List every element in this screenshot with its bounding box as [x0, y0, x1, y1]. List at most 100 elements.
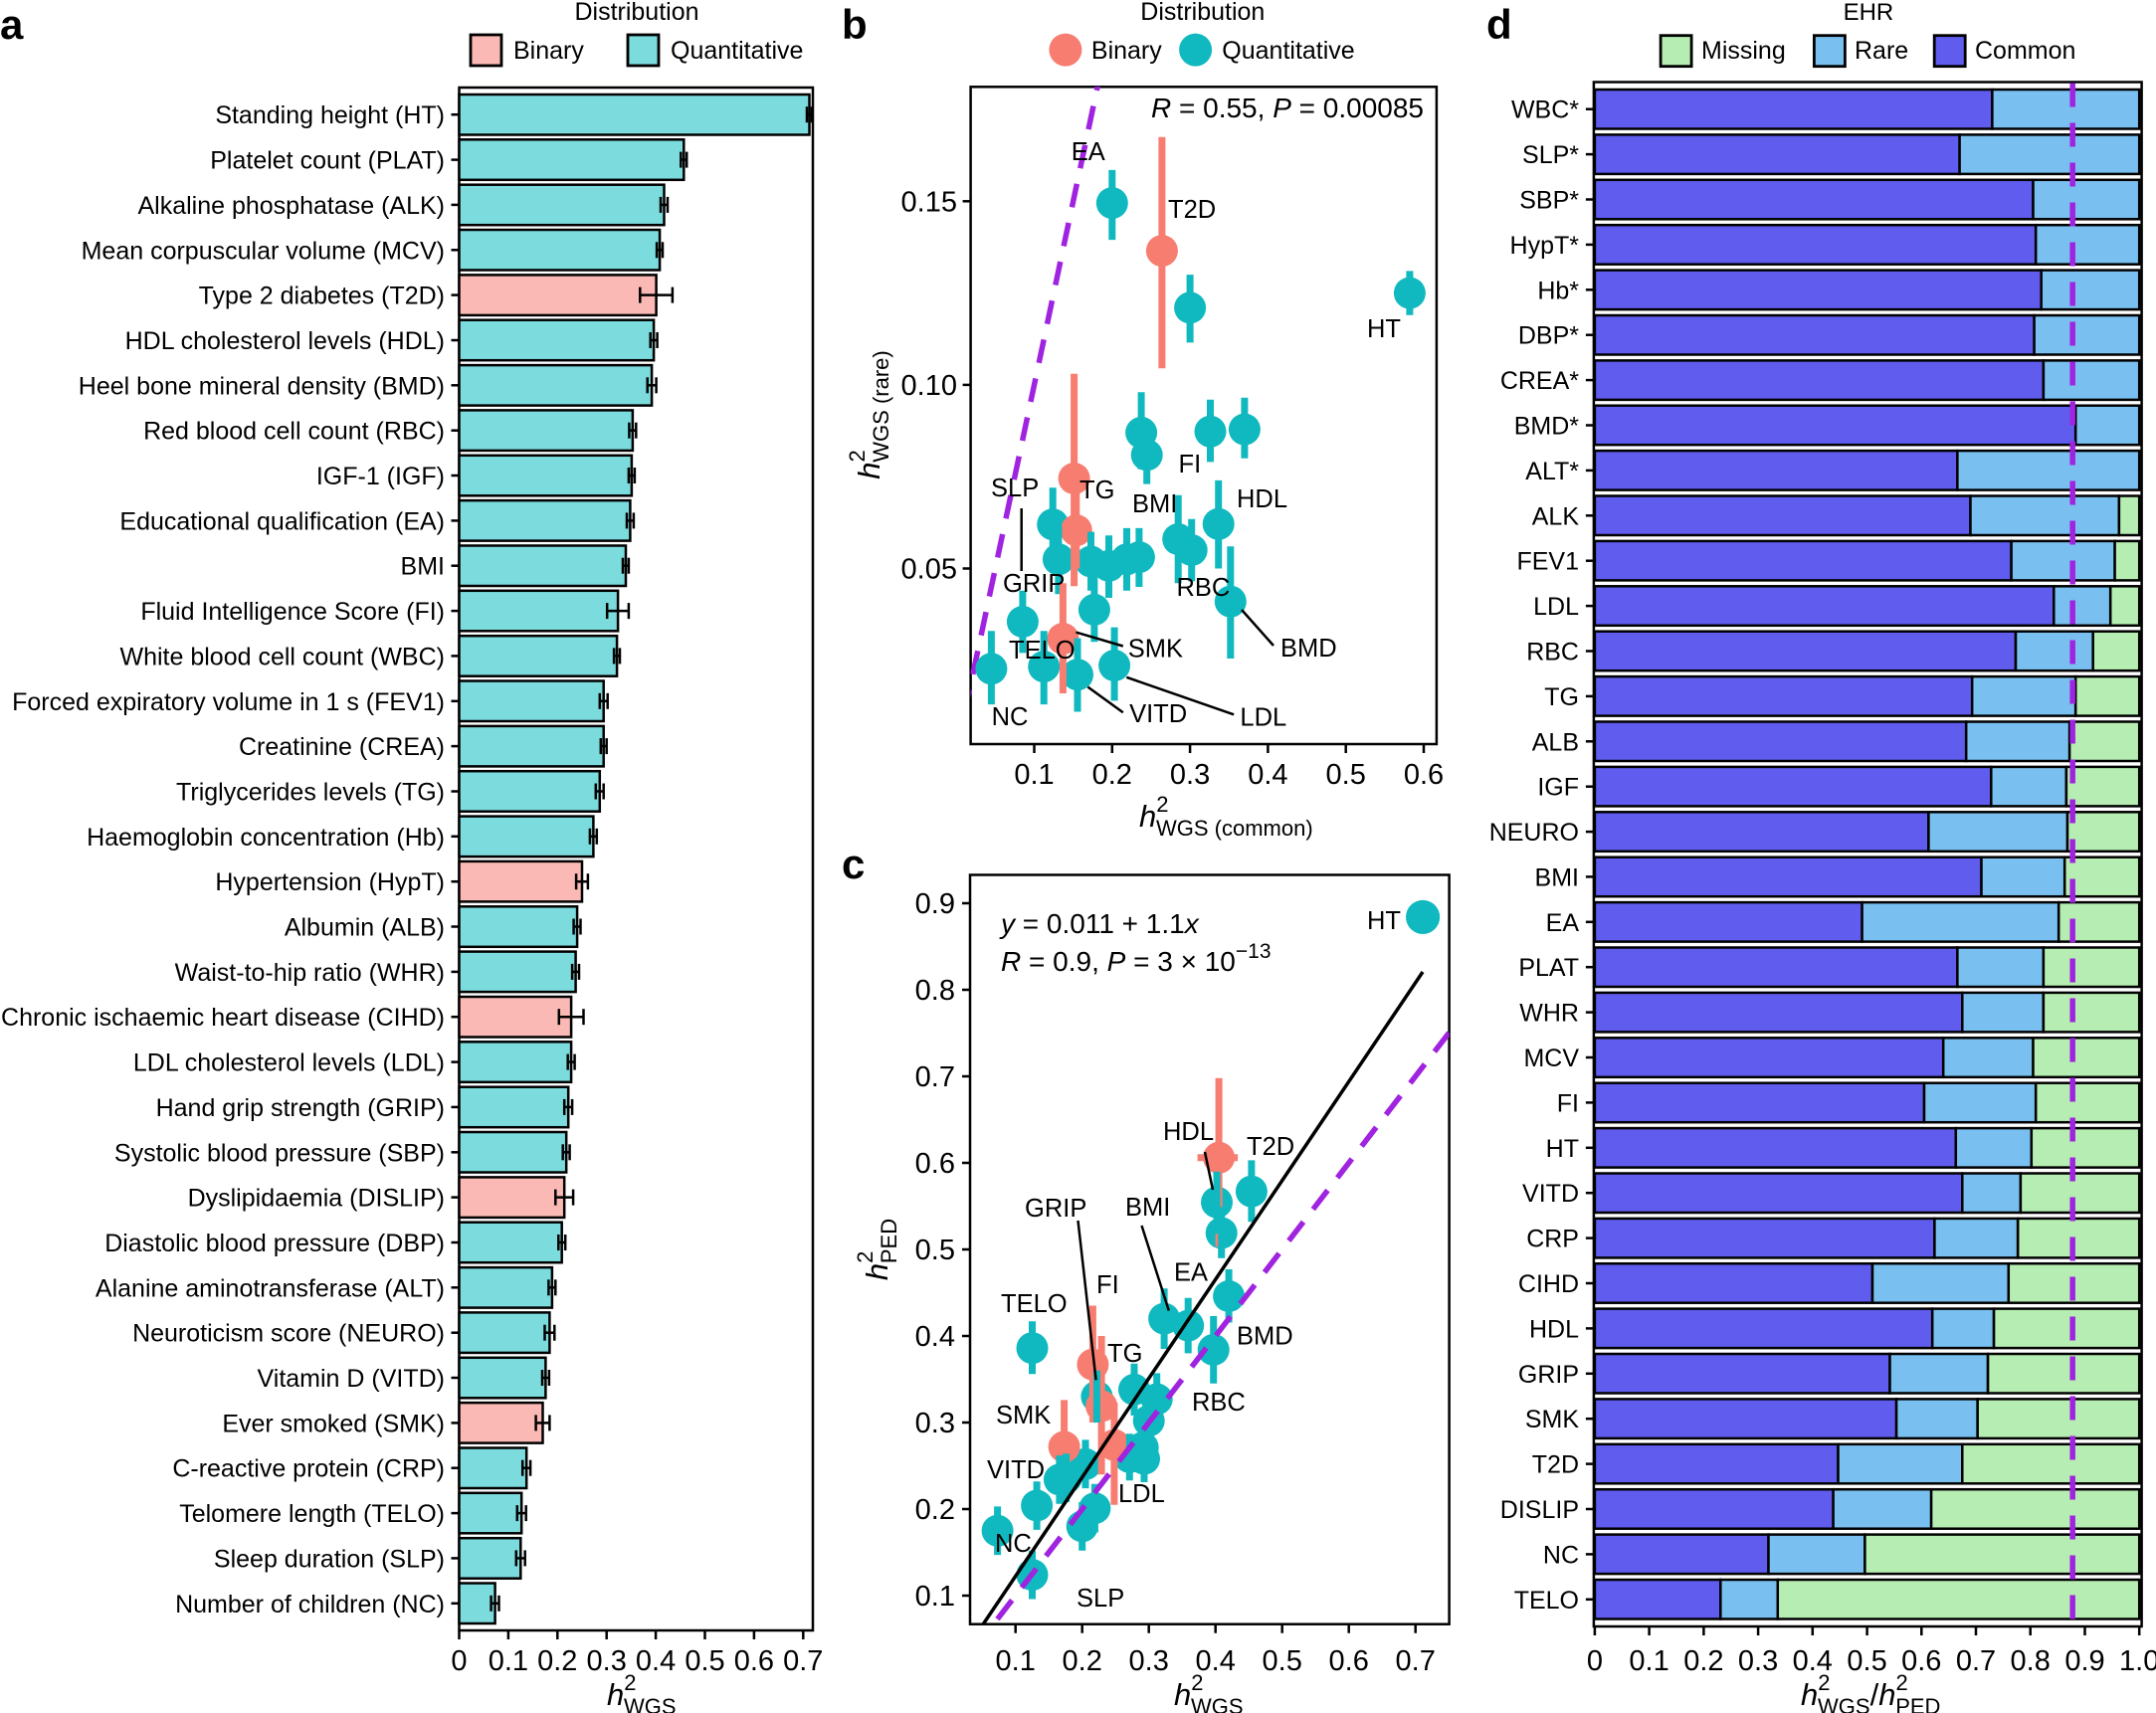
svg-text:h2PED: h2PED	[853, 1219, 901, 1280]
svg-text:RBC: RBC	[1192, 1389, 1246, 1417]
svg-text:CRP: CRP	[1526, 1226, 1579, 1253]
svg-text:0.9: 0.9	[2064, 1645, 2104, 1677]
svg-text:0.4: 0.4	[1793, 1645, 1833, 1677]
svg-text:0.1: 0.1	[915, 1581, 955, 1613]
svg-text:BMD: BMD	[1280, 635, 1337, 663]
svg-text:RBC: RBC	[1177, 574, 1231, 602]
svg-text:VITD: VITD	[1129, 700, 1187, 728]
svg-text:TG: TG	[1107, 1340, 1142, 1368]
svg-text:0.5: 0.5	[1263, 1645, 1302, 1677]
svg-text:BMI: BMI	[1535, 863, 1579, 891]
svg-text:Albumin (ALB): Albumin (ALB)	[285, 914, 445, 942]
svg-text:Type 2 diabetes (T2D): Type 2 diabetes (T2D)	[199, 283, 445, 310]
svg-text:0.4: 0.4	[1248, 759, 1287, 791]
svg-text:Systolic blood pressure (SBP): Systolic blood pressure (SBP)	[114, 1139, 445, 1167]
svg-text:NC: NC	[1543, 1541, 1579, 1569]
svg-text:0.5: 0.5	[1847, 1645, 1886, 1677]
svg-text:RBC: RBC	[1526, 639, 1579, 666]
svg-text:0.1: 0.1	[489, 1645, 528, 1677]
svg-text:HDL: HDL	[1237, 485, 1287, 513]
svg-text:TELO: TELO	[1009, 637, 1076, 665]
svg-text:0: 0	[1587, 1645, 1603, 1677]
svg-text:h2WGS: h2 WGS	[1174, 1670, 1244, 1713]
svg-text:Binary: Binary	[1091, 37, 1162, 65]
svg-text:VITD: VITD	[987, 1456, 1045, 1484]
svg-text:0.7: 0.7	[915, 1061, 955, 1093]
svg-text:Educational qualification (EA): Educational qualification (EA)	[119, 507, 445, 535]
svg-text:0.1: 0.1	[1629, 1645, 1668, 1677]
svg-text:Haemoglobin concentration (Hb): Haemoglobin concentration (Hb)	[87, 824, 445, 852]
svg-text:Alanine aminotransferase (ALT): Alanine aminotransferase (ALT)	[96, 1274, 445, 1302]
svg-text:y = 0.011 + 1.1x: y = 0.011 + 1.1x	[999, 908, 1200, 939]
svg-text:TELO: TELO	[1001, 1290, 1068, 1318]
svg-text:0.05: 0.05	[901, 554, 957, 586]
svg-text:HDL: HDL	[1529, 1315, 1579, 1343]
svg-text:0.6: 0.6	[915, 1148, 955, 1180]
svg-text:HDL: HDL	[1163, 1118, 1214, 1146]
svg-text:NEURO: NEURO	[1489, 819, 1579, 847]
svg-text:Missing: Missing	[1701, 37, 1786, 65]
svg-text:BMI: BMI	[1132, 490, 1177, 518]
svg-text:Vitamin D (VITD): Vitamin D (VITD)	[258, 1365, 445, 1393]
svg-text:h2WGS (common): h2 WGS (common)	[1139, 792, 1313, 841]
svg-text:LDL: LDL	[1118, 1480, 1165, 1508]
svg-text:Forced expiratory volume in 1: Forced expiratory volume in 1 s (FEV1)	[12, 688, 445, 716]
svg-text:HT: HT	[1367, 315, 1401, 343]
svg-text:PLAT: PLAT	[1518, 954, 1579, 982]
svg-text:b: b	[842, 1, 868, 48]
svg-text:Binary: Binary	[513, 37, 584, 65]
svg-text:ALK: ALK	[1532, 502, 1580, 530]
svg-text:h2WGS/h2PED: h2 WGS/h2 PED	[1801, 1670, 1940, 1713]
svg-text:Mean corpuscular volume (MCV): Mean corpuscular volume (MCV)	[82, 237, 445, 265]
svg-text:FI: FI	[1557, 1089, 1579, 1117]
svg-text:Rare: Rare	[1855, 37, 1908, 65]
svg-text:Number of children (NC): Number of children (NC)	[175, 1591, 445, 1618]
svg-text:DISLIP: DISLIP	[1500, 1496, 1579, 1524]
svg-text:0.4: 0.4	[915, 1321, 955, 1353]
svg-text:Hypertension (HypT): Hypertension (HypT)	[215, 868, 445, 896]
svg-text:MCV: MCV	[1523, 1045, 1579, 1072]
svg-text:VITD: VITD	[1522, 1180, 1579, 1208]
svg-text:SLP: SLP	[1077, 1585, 1124, 1613]
svg-text:FI: FI	[1096, 1271, 1119, 1299]
svg-text:Chronic ischaemic heart diseas: Chronic ischaemic heart disease (CIHD)	[1, 1004, 445, 1032]
svg-text:GRIP: GRIP	[1518, 1361, 1579, 1389]
svg-text:0.5: 0.5	[1326, 759, 1366, 791]
svg-text:Telomere length (TELO): Telomere length (TELO)	[179, 1500, 445, 1528]
svg-text:0.5: 0.5	[685, 1645, 724, 1677]
svg-text:Creatinine (CREA): Creatinine (CREA)	[239, 733, 445, 761]
svg-text:IGF: IGF	[1537, 774, 1579, 802]
svg-text:T2D: T2D	[1532, 1451, 1579, 1479]
svg-text:CIHD: CIHD	[1518, 1270, 1579, 1298]
svg-text:0.15: 0.15	[901, 186, 957, 218]
svg-text:ALB: ALB	[1532, 728, 1579, 756]
svg-text:Distribution: Distribution	[1140, 0, 1265, 26]
svg-text:0.4: 0.4	[1196, 1645, 1236, 1677]
svg-text:Quantitative: Quantitative	[671, 37, 803, 65]
svg-text:HT: HT	[1367, 907, 1401, 935]
svg-text:0.1: 0.1	[1014, 759, 1054, 791]
svg-text:0.8: 0.8	[915, 975, 955, 1007]
svg-text:NC: NC	[992, 703, 1029, 731]
svg-text:NC: NC	[995, 1530, 1032, 1558]
svg-text:White blood cell count (WBC): White blood cell count (WBC)	[119, 643, 445, 670]
svg-text:h2WGS (rare): h2WGS (rare)	[845, 350, 893, 478]
svg-text:0.2: 0.2	[537, 1645, 577, 1677]
svg-text:GRIP: GRIP	[1025, 1195, 1086, 1223]
svg-text:0.7: 0.7	[1956, 1645, 1996, 1677]
svg-text:Waist-to-hip ratio (WHR): Waist-to-hip ratio (WHR)	[175, 959, 445, 987]
svg-text:SMK: SMK	[1525, 1406, 1580, 1433]
svg-text:0.3: 0.3	[1129, 1645, 1169, 1677]
svg-text:Dyslipidaemia (DISLIP): Dyslipidaemia (DISLIP)	[188, 1185, 445, 1213]
svg-text:R = 0.9, P = 3 × 10−13: R = 0.9, P = 3 × 10−13	[1001, 940, 1272, 977]
svg-text:SMK: SMK	[1128, 636, 1183, 664]
svg-text:FI: FI	[1179, 451, 1202, 478]
svg-text:EA: EA	[1072, 138, 1105, 166]
svg-text:SLP*: SLP*	[1522, 141, 1579, 169]
svg-text:0.10: 0.10	[901, 370, 957, 402]
svg-text:Fluid Intelligence Score (FI): Fluid Intelligence Score (FI)	[140, 598, 445, 626]
svg-text:0.3: 0.3	[915, 1408, 955, 1439]
svg-text:GRIP: GRIP	[1003, 570, 1065, 598]
svg-text:HT: HT	[1546, 1135, 1579, 1163]
svg-text:CREA*: CREA*	[1500, 367, 1579, 395]
